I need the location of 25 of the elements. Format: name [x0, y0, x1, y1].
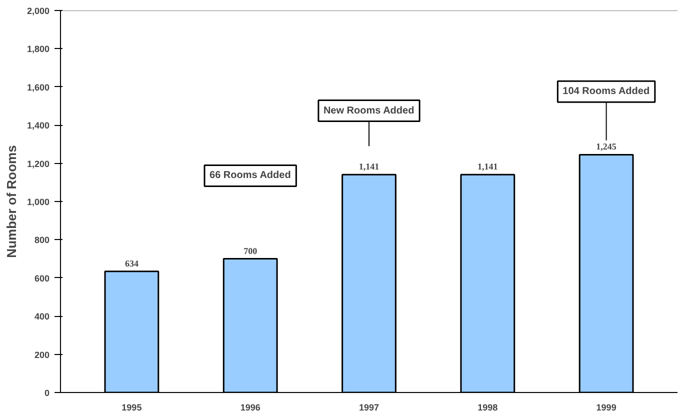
data-label: 700 — [244, 246, 258, 256]
data-label: 1,141 — [358, 162, 380, 172]
x-tick-label: 1998 — [478, 402, 498, 412]
y-tick-label: 200 — [34, 350, 50, 360]
y-tick-label: 1,000 — [26, 197, 50, 207]
x-tick-label: 1996 — [240, 402, 260, 412]
x-tick-label: 1997 — [358, 402, 380, 412]
x-tick-label: 1995 — [122, 402, 142, 412]
y-tick-label: 800 — [34, 235, 50, 246]
annotation: 104 Rooms Added — [562, 86, 650, 98]
annotation: New Rooms Added — [323, 105, 414, 116]
x-tick-label: 1999 — [596, 402, 616, 412]
y-tick-label: 600 — [34, 273, 50, 284]
y-tick-label: 2,000 — [26, 6, 50, 16]
annotation: 66 Rooms Added — [210, 170, 291, 182]
data-label: 1,141 — [478, 162, 498, 172]
data-label: 1,245 — [596, 142, 617, 152]
y-tick-label: 400 — [34, 312, 50, 322]
y-tick-label: 1,200 — [26, 158, 50, 169]
y-tick-label: 1,400 — [26, 120, 50, 131]
y-tick-label: 0 — [44, 388, 50, 398]
y-tick-label: 1,800 — [26, 44, 50, 54]
y-tick-label: 1,600 — [26, 82, 50, 92]
y-axis-title: Number of Rooms — [4, 145, 19, 258]
data-label: 634 — [124, 258, 139, 268]
